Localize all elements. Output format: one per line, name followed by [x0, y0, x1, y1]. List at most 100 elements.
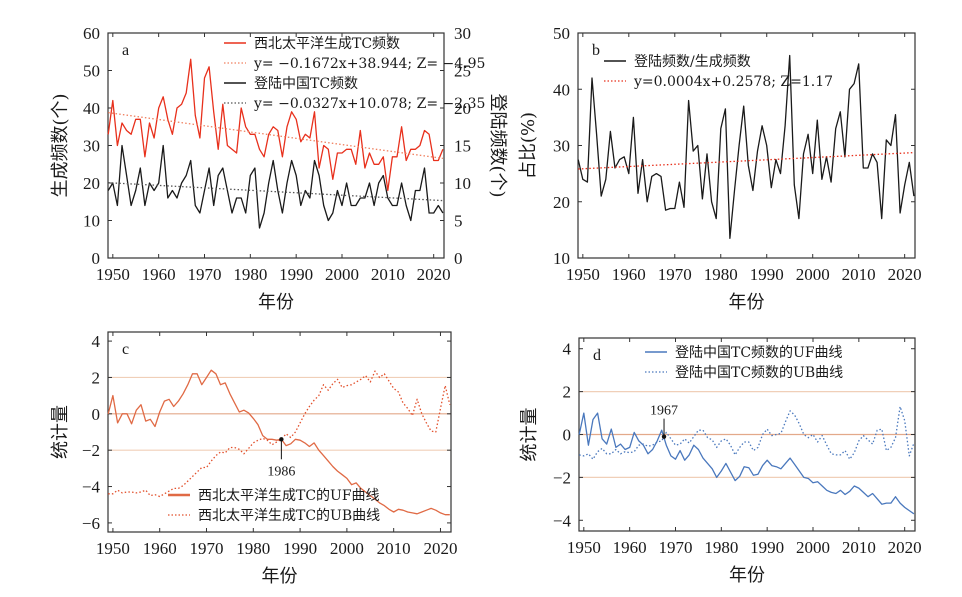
y-axis-label: 生成频数(个): [50, 93, 71, 197]
series-line-4: [108, 182, 443, 202]
legend-label: 登陆中国TC频数的UF曲线: [675, 345, 843, 361]
legend-label: 西北太平洋生成TC的UB曲线: [198, 508, 380, 524]
y-right-tick-label: 25: [454, 62, 471, 81]
y-tick-label: 30: [83, 137, 100, 156]
y-tick-label: 20: [553, 193, 570, 212]
x-tick-label: 1980: [704, 265, 738, 284]
panel-b: 1950 1960 1970 1980 1990 2000 2010 2020 10 20 30 40…: [518, 24, 922, 313]
legend-label: 登陆频数/生成频数: [634, 54, 751, 70]
legend-label: 西北太平洋生成TC频数: [254, 36, 400, 52]
x-tick-label: 1970: [190, 539, 224, 558]
x-tick-label: 1970: [187, 265, 221, 284]
y-right-tick-label: 5: [454, 212, 463, 231]
x-axis-label: 年份: [729, 565, 765, 586]
legend-label: 西北太平洋生成TC的UF曲线: [198, 488, 380, 504]
y-right-tick-label: 30: [454, 24, 471, 43]
legend-label: y=0.0004x+0.2578; Z=1.17: [633, 74, 833, 90]
x-tick-label: 2010: [842, 265, 876, 284]
y-axis-label: 占比(%): [518, 112, 539, 179]
series-line-1: [577, 54, 915, 239]
y-right-tick-label: 20: [454, 99, 471, 118]
x-tick-label: 1990: [750, 538, 784, 557]
y-tick-label: 0: [92, 249, 101, 268]
y-tick-label: 40: [553, 80, 570, 99]
y-axis-label: 统计量: [50, 405, 71, 459]
y-right-tick-label: 15: [454, 137, 471, 156]
y-tick-label: −2: [553, 468, 571, 487]
panel-a: 1950 1960 1970 1980 1990 2000 2010 202001020304…: [50, 24, 508, 313]
x-tick-label: 2020: [888, 538, 922, 557]
x-tick-label: 1970: [658, 265, 692, 284]
x-axis-label: 年份: [729, 292, 765, 313]
annotation-point: [279, 437, 284, 442]
x-tick-label: 2000: [330, 539, 364, 558]
x-tick-label: 2020: [423, 539, 457, 558]
y-tick-label: 4: [92, 332, 101, 351]
series-line-1: [107, 58, 444, 192]
x-tick-label: 1990: [279, 265, 313, 284]
y-tick-label: 2: [92, 368, 101, 387]
panel-c: 1950 1960 1970 1980 1990 2000 2010 2020 −6 −4 −2 0 2…: [50, 331, 457, 587]
x-tick-label: 2000: [796, 538, 830, 557]
x-tick-label: 1960: [613, 538, 647, 557]
series-line-2: [578, 151, 914, 170]
x-tick-label: 1950: [96, 265, 130, 284]
y-right-tick-label: 10: [454, 174, 471, 193]
panel-letter: b: [592, 42, 600, 59]
x-tick-label: 1990: [750, 265, 784, 284]
series-line-2: [579, 405, 915, 460]
y-tick-label: 10: [553, 249, 570, 268]
legend-label: y= −0.0327x+10.078; Z= −2.35: [253, 96, 485, 112]
panel-d: 1950 1960 1970 1980 1990 2000 2010 2020 −4 −2 0 2 4 年…: [519, 337, 922, 586]
x-axis-label: 年份: [258, 292, 294, 313]
x-tick-label: 1960: [143, 539, 177, 558]
y-tick-label: 60: [83, 24, 100, 43]
y-axis-label: 统计量: [519, 408, 540, 462]
series-line-1: [578, 412, 915, 515]
x-tick-label: 2020: [417, 265, 451, 284]
x-tick-label: 2020: [888, 265, 922, 284]
y-tick-label: 4: [563, 340, 572, 359]
y-tick-label: −4: [553, 511, 572, 530]
legend-label: y= −0.1672x+38.944; Z= −4.95: [253, 56, 485, 72]
x-axis-label: 年份: [262, 566, 298, 587]
y-tick-label: 0: [92, 405, 101, 424]
annotation-label: 1967: [650, 404, 678, 419]
series-line-3: [107, 144, 444, 229]
x-tick-label: 1980: [236, 539, 270, 558]
y-tick-label: −4: [82, 478, 101, 497]
x-tick-label: 1950: [567, 538, 601, 557]
x-tick-label: 1970: [658, 538, 692, 557]
annotation-label: 1986: [267, 464, 295, 479]
y-right-tick-label: 0: [454, 249, 463, 268]
y-tick-label: 2: [563, 383, 572, 402]
x-tick-label: 1960: [142, 265, 176, 284]
y-tick-label: 40: [83, 99, 100, 118]
x-tick-label: 2000: [796, 265, 830, 284]
series-line-1: [107, 369, 450, 516]
y-tick-label: 50: [83, 62, 100, 81]
x-tick-label: 2010: [377, 539, 411, 558]
panel-letter: a: [122, 42, 129, 59]
y-right-axis-label: 登陆频数(个): [487, 93, 508, 197]
panel-letter: d: [593, 347, 601, 364]
x-tick-label: 1980: [233, 265, 267, 284]
y-tick-label: 20: [83, 174, 100, 193]
x-tick-label: 1950: [566, 265, 600, 284]
y-tick-label: 0: [563, 426, 572, 445]
y-tick-label: 50: [553, 24, 570, 43]
x-tick-label: 1950: [96, 539, 130, 558]
x-tick-label: 2000: [325, 265, 359, 284]
panel-letter: c: [122, 341, 129, 358]
y-tick-label: −6: [82, 514, 100, 533]
y-tick-label: −2: [82, 441, 100, 460]
legend-label: 登陆中国TC频数: [254, 76, 358, 92]
x-tick-label: 1960: [612, 265, 646, 284]
x-tick-label: 2010: [842, 538, 876, 557]
series-line-2: [108, 370, 451, 498]
x-tick-label: 1990: [283, 539, 317, 558]
x-tick-label: 1980: [704, 538, 738, 557]
series-line-2: [108, 111, 443, 160]
legend-label: 登陆中国TC频数的UB曲线: [675, 365, 843, 381]
